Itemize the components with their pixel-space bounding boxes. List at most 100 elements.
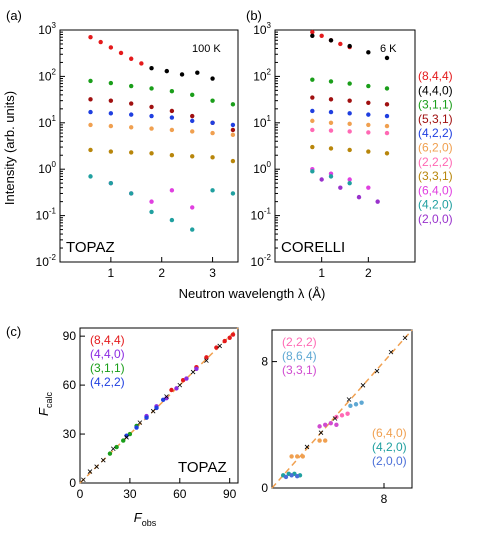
data-point	[310, 77, 315, 82]
x-tick-label: 90	[223, 487, 237, 501]
data-point	[319, 33, 324, 38]
data-point	[149, 126, 154, 131]
data-point	[164, 68, 169, 74]
data-point	[179, 72, 185, 77]
legend-entry: (2,0,0)	[372, 454, 407, 468]
y-tick-exponent: 2	[267, 67, 272, 76]
data-point	[289, 473, 294, 478]
plot-frame-a	[59, 29, 239, 263]
legend-entry: (3,1,1)	[418, 98, 453, 112]
data-point	[108, 98, 114, 103]
data-point	[384, 102, 390, 107]
y-tick-mantissa: 10	[38, 116, 52, 130]
data-point	[310, 144, 315, 150]
data-point	[108, 80, 114, 86]
data-point	[154, 405, 159, 411]
data-point	[101, 457, 106, 463]
data-point	[88, 78, 93, 84]
data-point	[347, 129, 352, 134]
identity-line	[271, 329, 413, 489]
y-tick-label: 8	[261, 355, 268, 369]
data-point	[114, 444, 119, 450]
plot-frame-inset	[271, 329, 413, 489]
data-point	[328, 146, 334, 151]
data-point	[375, 199, 380, 204]
data-point	[210, 188, 215, 193]
temperature-label-a: 100 K	[192, 43, 221, 55]
data-point	[222, 338, 227, 344]
data-point	[194, 366, 199, 371]
y-tick-mantissa: 10	[253, 69, 267, 83]
y-axis-title-c: Fcalc	[36, 392, 54, 416]
data-point	[169, 108, 175, 114]
y-tick-exponent: 1	[52, 114, 57, 123]
data-point	[88, 34, 93, 40]
data-point	[98, 39, 103, 45]
legend-entry: (6,4,0)	[418, 183, 453, 197]
legend-entry: (4,2,2)	[90, 375, 125, 389]
y-tick-mantissa: 10	[253, 162, 267, 176]
data-point	[118, 50, 124, 56]
marks-layer	[79, 29, 413, 489]
data-point	[283, 474, 289, 480]
data-point	[360, 383, 366, 388]
data-point	[169, 387, 174, 393]
instrument-label-b: CORELLI	[281, 239, 345, 256]
legend-entry: (4,4,0)	[418, 83, 453, 97]
y-tick-label: 10-2	[36, 253, 57, 269]
data-point	[366, 130, 371, 135]
data-point	[127, 431, 133, 437]
data-point	[310, 127, 315, 133]
data-point	[210, 98, 215, 103]
data-point	[210, 120, 215, 126]
legend-entry: (6,4,0)	[372, 426, 407, 440]
y-tick-label: 30	[63, 427, 77, 441]
y-tick-mantissa: 10	[36, 255, 50, 269]
data-point	[180, 378, 186, 383]
data-point	[124, 433, 129, 438]
data-point	[328, 174, 334, 179]
y-tick-exponent: 1	[267, 114, 272, 123]
data-point	[108, 123, 114, 129]
data-point	[190, 113, 195, 119]
data-point	[169, 127, 175, 133]
data-point	[81, 477, 86, 483]
legend-entry: (4,2,2)	[418, 126, 453, 140]
data-point	[230, 158, 236, 164]
y-axis-title-c-main: F	[36, 407, 51, 416]
data-point	[230, 132, 236, 138]
data-point	[169, 153, 175, 158]
data-point	[149, 209, 154, 215]
data-point	[338, 41, 343, 47]
data-point	[169, 115, 175, 120]
y-tick-mantissa: 10	[38, 69, 52, 83]
data-point	[328, 120, 334, 126]
data-point	[160, 397, 166, 402]
y-tick-mantissa: 10	[38, 162, 52, 176]
y-tick-mantissa: 10	[253, 23, 267, 37]
data-point	[121, 438, 126, 443]
data-point	[190, 154, 195, 159]
data-point	[190, 118, 195, 124]
data-point	[129, 56, 134, 61]
data-point	[107, 451, 113, 456]
x-tick-label: 3	[209, 266, 216, 280]
y-tick-label: 90	[63, 329, 77, 343]
x-tick-label: 0	[77, 487, 84, 501]
legend-entry: (8,4,4)	[90, 333, 125, 347]
x-tick-label: 8	[381, 492, 388, 506]
y-tick-exponent: 3	[52, 21, 57, 30]
data-point	[139, 61, 144, 66]
data-point	[359, 400, 364, 405]
x-tick-label: 2	[158, 266, 165, 280]
data-point	[169, 88, 175, 94]
y-tick-exponent: 0	[267, 160, 272, 169]
data-point	[108, 180, 114, 186]
legend-entry: (8,4,4)	[418, 69, 453, 83]
legend-entry: (2,2,2)	[282, 335, 317, 349]
y-tick-label: 103	[38, 21, 56, 37]
data-point	[289, 454, 294, 459]
data-point	[317, 438, 322, 443]
data-point	[310, 108, 315, 114]
y-tick-exponent: -1	[49, 207, 57, 216]
